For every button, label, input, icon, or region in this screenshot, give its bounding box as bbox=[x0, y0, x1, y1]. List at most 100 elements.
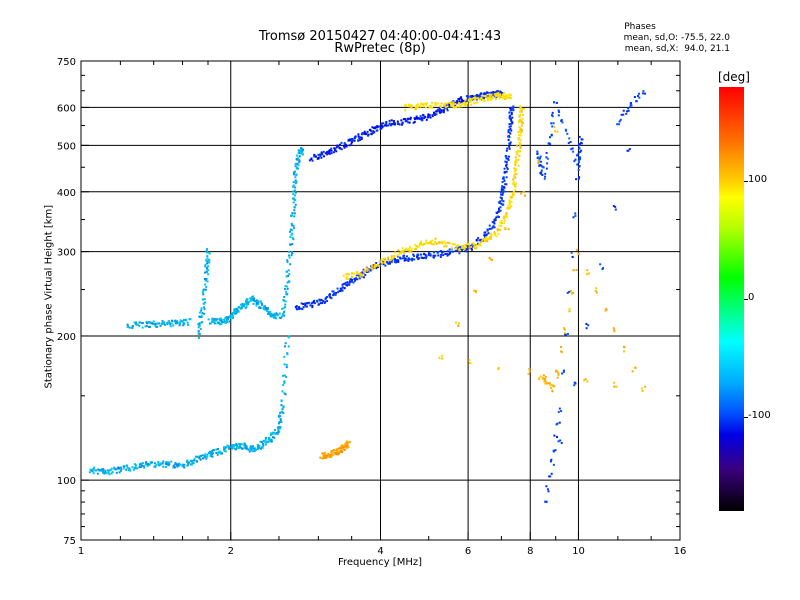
echo-point bbox=[226, 321, 229, 324]
echo-point bbox=[462, 247, 465, 250]
echo-point bbox=[320, 156, 323, 159]
echo-point bbox=[474, 244, 477, 247]
echo-point bbox=[179, 463, 182, 466]
phase-info-o-mode: mean, sd,O: -75.5, 22.0 bbox=[623, 33, 730, 43]
echo-point bbox=[512, 190, 515, 193]
echo-point bbox=[450, 105, 453, 108]
echo-point bbox=[407, 259, 410, 262]
echo-point bbox=[386, 261, 389, 264]
echo-point bbox=[153, 465, 156, 468]
echo-point bbox=[546, 162, 549, 165]
echo-point bbox=[435, 242, 438, 245]
echo-point bbox=[145, 461, 148, 464]
echo-point bbox=[327, 152, 330, 155]
echo-point bbox=[577, 253, 580, 256]
echo-point bbox=[472, 242, 475, 245]
echo-point bbox=[519, 119, 522, 122]
echo-point bbox=[285, 363, 288, 366]
echo-point bbox=[560, 441, 563, 444]
echo-point bbox=[197, 326, 200, 329]
echo-point bbox=[475, 95, 478, 98]
echo-point bbox=[298, 161, 301, 164]
echo-point bbox=[225, 318, 228, 321]
echo-point bbox=[344, 443, 347, 446]
echo-point bbox=[422, 105, 425, 108]
echo-point bbox=[339, 290, 342, 293]
echo-point bbox=[169, 323, 172, 326]
echo-point bbox=[205, 259, 208, 262]
echo-point bbox=[464, 99, 467, 102]
echo-point bbox=[499, 200, 502, 203]
echo-point bbox=[358, 272, 361, 275]
echo-point bbox=[454, 102, 457, 105]
echo-point bbox=[553, 101, 556, 104]
echo-point bbox=[549, 460, 552, 463]
echo-point bbox=[206, 455, 209, 458]
echo-point bbox=[422, 116, 425, 119]
echo-point bbox=[336, 453, 339, 456]
echo-point bbox=[301, 150, 304, 153]
echo-point bbox=[285, 366, 288, 369]
echo-point bbox=[414, 243, 417, 246]
echo-point bbox=[205, 285, 208, 288]
echo-point bbox=[213, 322, 216, 325]
echo-point bbox=[443, 104, 446, 107]
echo-point bbox=[197, 323, 200, 326]
echo-point bbox=[383, 257, 386, 260]
echo-point bbox=[587, 324, 590, 327]
echo-point bbox=[576, 163, 579, 166]
echo-point bbox=[193, 457, 196, 460]
echo-point bbox=[203, 288, 206, 291]
echo-point bbox=[201, 321, 204, 324]
echo-point bbox=[499, 221, 502, 224]
echo-point bbox=[294, 163, 297, 166]
echo-point bbox=[491, 226, 494, 229]
echo-point bbox=[404, 109, 407, 112]
echo-point bbox=[637, 94, 640, 97]
echo-point bbox=[343, 142, 346, 145]
echo-point bbox=[291, 236, 294, 239]
echo-point bbox=[505, 157, 508, 160]
echo-point bbox=[441, 242, 444, 245]
echo-point bbox=[289, 263, 292, 266]
echo-point bbox=[550, 472, 553, 475]
echo-point bbox=[458, 247, 461, 250]
echo-point bbox=[437, 254, 440, 257]
echo-point bbox=[488, 224, 491, 227]
echo-point bbox=[493, 220, 496, 223]
echo-point bbox=[226, 445, 229, 448]
echo-point bbox=[495, 235, 498, 238]
echo-point bbox=[263, 305, 266, 308]
echo-point bbox=[328, 455, 331, 458]
echo-point bbox=[613, 329, 616, 332]
echo-point bbox=[519, 127, 522, 130]
echo-point bbox=[224, 322, 227, 325]
echo-point bbox=[365, 267, 368, 270]
echo-point bbox=[409, 245, 412, 248]
echo-point bbox=[377, 264, 380, 267]
echo-point bbox=[452, 100, 455, 103]
echo-point bbox=[440, 109, 443, 112]
echo-point bbox=[208, 451, 211, 454]
echo-point bbox=[496, 227, 499, 230]
echo-point bbox=[509, 107, 512, 110]
echo-point bbox=[148, 321, 151, 324]
echo-point bbox=[494, 218, 497, 221]
echo-point bbox=[519, 139, 522, 142]
echo-point bbox=[220, 318, 223, 321]
phase-colorbar bbox=[719, 87, 744, 511]
echo-point bbox=[120, 468, 123, 471]
echo-point bbox=[425, 239, 428, 242]
echo-point bbox=[449, 101, 452, 104]
echo-point bbox=[346, 444, 349, 447]
echo-point bbox=[418, 117, 421, 120]
echo-point bbox=[500, 219, 503, 222]
echo-point bbox=[551, 125, 554, 128]
echo-point bbox=[466, 101, 469, 104]
echo-point bbox=[225, 446, 228, 449]
echo-point bbox=[436, 102, 439, 105]
echo-point bbox=[490, 258, 493, 261]
echo-point bbox=[506, 167, 509, 170]
echo-point bbox=[168, 321, 171, 324]
echo-point bbox=[250, 447, 253, 450]
